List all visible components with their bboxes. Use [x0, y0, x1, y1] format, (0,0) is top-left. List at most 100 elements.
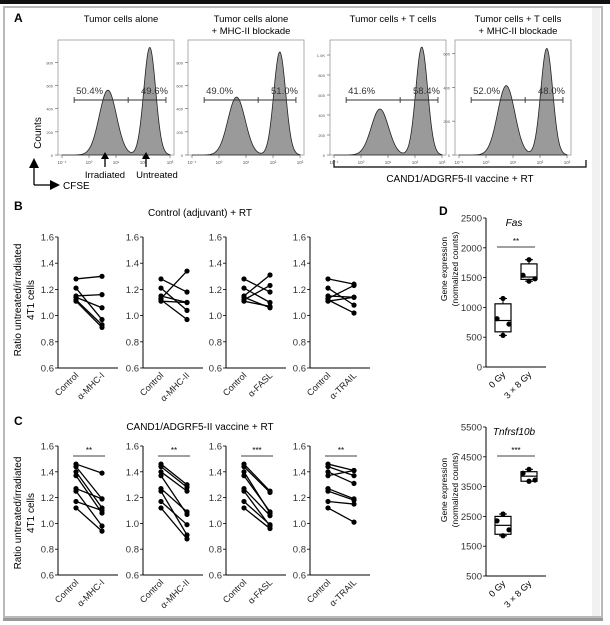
- pair-line: [243, 463, 271, 492]
- x-tick-label: 10⁻¹: [455, 160, 464, 165]
- y-tick-label: 1.4: [126, 259, 139, 270]
- data-point: [184, 488, 190, 494]
- data-point: [99, 528, 105, 534]
- x-tick-label: 10⁰: [86, 160, 93, 165]
- x-tick-label: 10⁻¹: [188, 160, 197, 165]
- up-arrow-icon: [142, 152, 150, 159]
- y-tick-label: 1.0: [41, 519, 54, 530]
- x-tick-label: 10¹: [510, 160, 517, 165]
- pair-line: [327, 469, 355, 477]
- x-category-label: 0 Gy: [487, 369, 508, 390]
- data-point: [506, 321, 512, 327]
- data-point: [325, 473, 331, 479]
- y-tick-label: 0.6: [209, 364, 222, 375]
- data-point: [325, 505, 331, 511]
- irradiated-label: Irradiated: [85, 170, 125, 181]
- panel-d-tnf-ylabel-line2: (normalized counts): [450, 453, 460, 528]
- data-point: [500, 295, 506, 302]
- cfse-axis-label: CFSE: [63, 181, 90, 192]
- pair-line: [327, 490, 355, 501]
- data-point: [325, 276, 331, 282]
- data-point: [184, 522, 190, 528]
- y-tick-label: 2500: [461, 214, 482, 225]
- data-point: [99, 273, 105, 279]
- significance-stars: **: [86, 446, 92, 455]
- y-tick-label: 0: [448, 153, 451, 158]
- data-point: [73, 498, 79, 505]
- y-tick-label: 1.2: [293, 285, 306, 296]
- pair-line: [327, 299, 355, 314]
- data-point: [267, 509, 273, 515]
- x-tick-label: 10³: [297, 160, 304, 165]
- x-category-label: α-MHC-I: [75, 370, 106, 401]
- data-point: [351, 310, 357, 316]
- untreated-label: Untreated: [136, 170, 178, 181]
- data-point: [267, 272, 273, 278]
- x-category-label: 3 × 8 Gy: [502, 369, 534, 401]
- data-point: [351, 294, 357, 300]
- y-tick-label: 400: [176, 107, 183, 112]
- y-tick-label: 600: [176, 84, 183, 89]
- data-point: [73, 473, 79, 479]
- data-point: [184, 316, 190, 323]
- data-point: [158, 505, 164, 511]
- panel-d-fas-ylabel-line1: Gene expression: [439, 237, 449, 302]
- x-tick-label: 10³: [564, 160, 571, 165]
- data-point: [158, 473, 164, 479]
- y-tick-label: 2500: [461, 512, 482, 523]
- boxplot-title: Tnfrsf10b: [493, 427, 536, 438]
- data-point: [184, 289, 190, 295]
- data-point: [267, 489, 273, 496]
- pair-line: [160, 463, 188, 486]
- pair-line: [160, 471, 188, 492]
- x-category-label: α-MHC-II: [158, 577, 191, 610]
- bottom-border: [3, 618, 603, 621]
- pair-line: [243, 475, 271, 513]
- y-tick-label: 1000: [461, 303, 482, 314]
- data-point: [241, 498, 247, 505]
- data-point: [73, 464, 79, 470]
- data-point: [73, 298, 79, 304]
- y-tick-label: 1.6: [126, 442, 139, 453]
- pair-line: [75, 490, 103, 527]
- x-category-label: α-FASL: [246, 577, 274, 605]
- data-point: [494, 316, 500, 322]
- pair-line: [327, 296, 355, 302]
- data-point: [500, 511, 506, 517]
- data-point: [325, 498, 331, 505]
- y-tick-label: 600: [46, 84, 53, 89]
- data-point: [184, 299, 190, 306]
- pair-line: [327, 463, 355, 472]
- panel-c-title: CAND1/ADGRF5-II vaccine + RT: [126, 422, 273, 433]
- right-margin-strip: [592, 8, 600, 616]
- data-point: [325, 464, 331, 470]
- y-tick-label: 1.6: [41, 442, 54, 453]
- y-tick-label: 1.0: [41, 311, 54, 322]
- gate-left-percent: 52.0%: [473, 86, 500, 97]
- data-point: [325, 488, 331, 494]
- y-tick-label: 0.6: [293, 364, 306, 375]
- histogram-area: [334, 46, 443, 156]
- panel-b: 0.6 0.8 1.0 1.2 1.4 1.6 Control α-MHC-I 0.6 0.8 1.…: [41, 233, 370, 403]
- data-point: [526, 466, 532, 472]
- y-tick-label: 1.2: [41, 285, 54, 296]
- y-tick-label: 400: [318, 113, 325, 118]
- histogram-4: Tumor cells + T cells+ MHC-II blockade 0 2…: [443, 14, 572, 165]
- irradiated-arrow: [101, 152, 109, 167]
- y-tick-label: 0.8: [41, 545, 54, 556]
- x-tick-label: 10²: [270, 160, 277, 165]
- pair-line: [75, 299, 103, 326]
- data-point: [351, 480, 357, 487]
- pair-line: [243, 274, 271, 297]
- data-point: [99, 523, 105, 529]
- x-category-label: α-TRAIL: [328, 577, 359, 608]
- pair-line: [75, 300, 103, 328]
- data-point: [99, 292, 105, 298]
- panel-c: 0.6 0.8 1.0 1.2 1.4 1.6 Control α-MHC-I ** 0.6 0.8…: [41, 442, 370, 610]
- data-point: [267, 303, 273, 310]
- untreated-arrow: [142, 152, 150, 167]
- histogram-title: + MHC-II blockade: [212, 26, 291, 37]
- data-point: [184, 307, 190, 313]
- pair-line: [160, 300, 188, 304]
